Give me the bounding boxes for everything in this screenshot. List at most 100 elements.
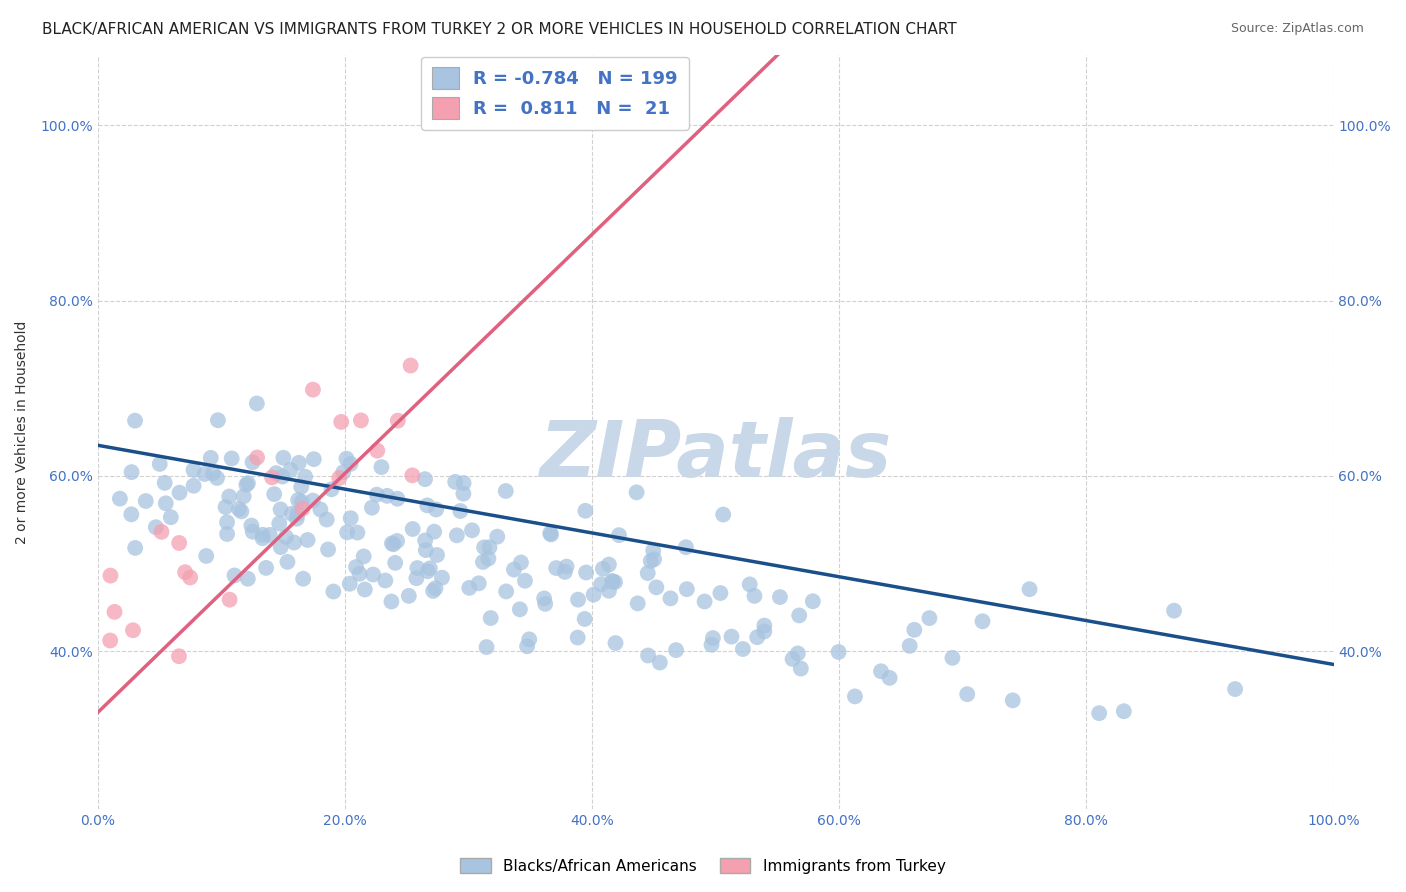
Point [591, 577, 613, 591]
Point [399, 359, 422, 373]
Point [145, 520, 167, 534]
Point [122, 624, 145, 638]
Point [195, 549, 218, 563]
Point [270, 540, 292, 554]
Point [709, 586, 731, 600]
Point [453, 486, 475, 500]
Point [194, 467, 217, 481]
Point [332, 465, 354, 479]
Point [416, 564, 439, 578]
Point [382, 537, 405, 551]
Point [328, 471, 350, 485]
Point [264, 466, 287, 480]
Point [538, 526, 561, 541]
Point [174, 565, 197, 579]
Point [598, 583, 620, 598]
Text: BLACK/AFRICAN AMERICAN VS IMMIGRANTS FROM TURKEY 2 OR MORE VEHICLES IN HOUSEHOLD: BLACK/AFRICAN AMERICAN VS IMMIGRANTS FRO… [42, 22, 957, 37]
Point [513, 574, 536, 588]
Point [1001, 693, 1024, 707]
Point [903, 623, 925, 637]
Point [554, 565, 576, 579]
Point [643, 552, 665, 566]
Point [135, 494, 157, 508]
Text: Source: ZipAtlas.com: Source: ZipAtlas.com [1230, 22, 1364, 36]
Point [221, 451, 243, 466]
Point [280, 463, 302, 477]
Point [472, 541, 495, 555]
Point [381, 536, 404, 550]
Point [287, 507, 309, 521]
Point [121, 465, 143, 479]
Point [540, 527, 562, 541]
Point [711, 508, 734, 522]
Point [605, 636, 627, 650]
Point [449, 504, 471, 518]
Point [425, 581, 447, 595]
Point [214, 500, 236, 514]
Point [567, 592, 589, 607]
Point [217, 527, 239, 541]
Point [339, 457, 361, 471]
Point [322, 584, 344, 599]
Point [242, 455, 264, 469]
Point [291, 494, 314, 508]
Point [738, 577, 761, 591]
Point [167, 649, 190, 664]
Point [787, 608, 810, 623]
Text: ZIPatlas: ZIPatlas [540, 417, 891, 492]
Point [592, 562, 614, 576]
Point [271, 469, 294, 483]
Point [366, 488, 388, 502]
Point [700, 638, 723, 652]
Point [419, 561, 441, 575]
Point [972, 614, 994, 628]
Point [603, 575, 626, 590]
Point [1163, 604, 1185, 618]
Legend: Blacks/African Americans, Immigrants from Turkey: Blacks/African Americans, Immigrants fro… [454, 852, 952, 880]
Point [218, 592, 240, 607]
Point [160, 510, 183, 524]
Point [169, 485, 191, 500]
Point [598, 558, 620, 572]
Point [236, 572, 259, 586]
Point [339, 576, 361, 591]
Point [361, 500, 384, 515]
Point [375, 489, 398, 503]
Point [645, 580, 668, 594]
Point [263, 487, 285, 501]
Point [574, 504, 596, 518]
Point [844, 690, 866, 704]
Point [747, 630, 769, 644]
Point [387, 491, 409, 506]
Point [401, 468, 423, 483]
Point [316, 542, 339, 557]
Point [790, 662, 813, 676]
Point [228, 502, 250, 516]
Point [1112, 704, 1135, 718]
Point [232, 489, 254, 503]
Point [302, 452, 325, 467]
Point [183, 463, 205, 477]
Point [626, 485, 648, 500]
Point [458, 581, 481, 595]
Point [124, 414, 146, 428]
Point [246, 450, 269, 465]
Point [100, 568, 122, 582]
Legend: R = -0.784   N = 199, R =  0.811   N =  21: R = -0.784 N = 199, R = 0.811 N = 21 [420, 56, 689, 129]
Point [643, 543, 665, 558]
Point [330, 415, 353, 429]
Point [627, 596, 650, 610]
Point [1223, 682, 1246, 697]
Point [637, 648, 659, 663]
Point [478, 540, 501, 554]
Point [273, 450, 295, 465]
Point [731, 642, 754, 657]
Point [786, 647, 808, 661]
Point [344, 560, 367, 574]
Point [720, 630, 742, 644]
Point [1088, 706, 1111, 721]
Point [430, 571, 453, 585]
Point [262, 470, 284, 484]
Point [402, 522, 425, 536]
Point [290, 480, 312, 494]
